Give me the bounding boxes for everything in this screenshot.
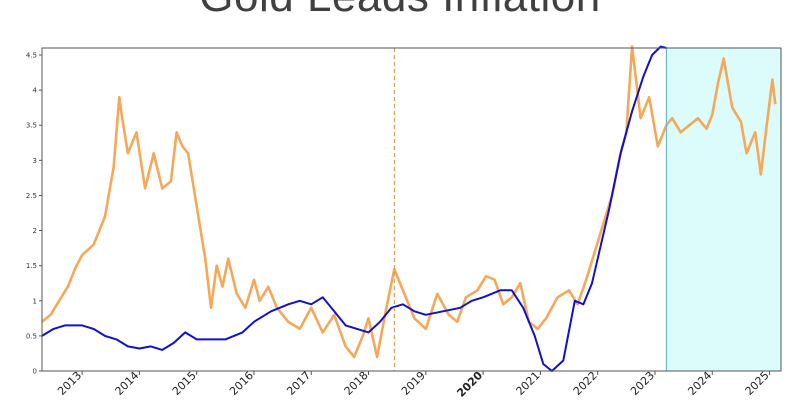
y-tick-label: 2.5: [26, 192, 37, 200]
x-tick-label: 2019: [399, 369, 428, 398]
x-tick-label: 2017: [284, 369, 313, 398]
inflation-series-line: [41, 45, 667, 372]
y-tick-label: 1: [33, 297, 37, 305]
series-layer: [41, 45, 777, 372]
y-tick-label: 3: [33, 157, 37, 165]
y-tick-label: 4: [33, 87, 38, 95]
x-tick-label: 2023: [628, 369, 657, 398]
y-tick-label: 1.5: [26, 262, 37, 270]
slide-title: Gold Leads Inflation: [0, 0, 800, 22]
x-axis: 2013 2014 2015 2016 2017 2018 2019 2020 2021 2022…: [55, 369, 771, 400]
y-tick-label: 4.5: [26, 52, 37, 60]
y-axis: 0 0.5 1 1.5 2 2.5 3 3.5 4 4.5: [26, 52, 42, 376]
x-tick-label: 2025: [743, 369, 772, 398]
x-tick-label: 2022: [571, 369, 600, 398]
y-tick-label: 0: [33, 368, 37, 376]
x-tick-label: 2021: [514, 369, 543, 398]
y-tick-label: 3.5: [26, 122, 37, 130]
x-tick-label: 2014: [113, 369, 142, 398]
y-tick-label: 2: [33, 227, 37, 235]
x-tick-label: 2015: [170, 369, 199, 398]
plot-background: [42, 48, 781, 371]
x-tick-label: 2016: [227, 369, 256, 398]
forecast-shaded-region: [666, 48, 781, 371]
x-tick-label: 2020: [454, 369, 485, 400]
plot-frame: [41, 47, 782, 372]
y-tick-label: 0.5: [26, 332, 37, 340]
x-tick-label: 2024: [685, 369, 714, 398]
x-tick-label: 2013: [55, 369, 84, 398]
gold-series-line: [41, 45, 777, 359]
x-tick-label: 2018: [342, 369, 371, 398]
